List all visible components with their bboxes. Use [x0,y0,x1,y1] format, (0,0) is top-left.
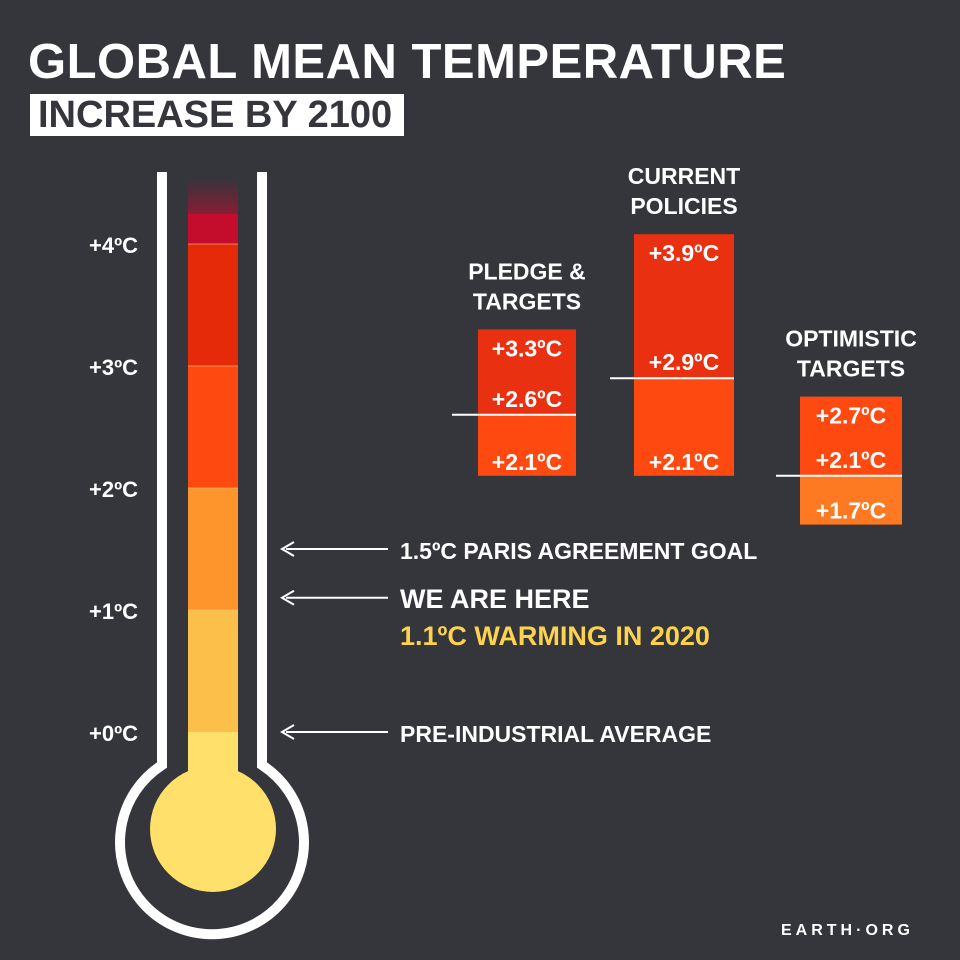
scenario-name: OPTIMISTIC [785,326,917,352]
scenario-low-label: +1.7ºC [816,498,886,524]
y-tick-label: +1ºC [89,599,138,624]
thermometer-outline [115,172,309,940]
thermometer-band [188,244,238,366]
scenario-high-label: +2.7ºC [816,403,886,429]
scenario-bar-lower [800,475,902,525]
thermometer-band [188,610,238,732]
annotation-label: 1.5ºC PARIS AGREEMENT GOAL [400,538,757,564]
scenario-name: POLICIES [630,193,737,219]
scenario-mid-label: +2.6ºC [492,386,562,412]
chart-subtitle: INCREASE BY 2100 [30,94,405,136]
y-tick-label: +2ºC [89,477,138,502]
y-tick-label: +3ºC [89,355,138,380]
chart-title: GLOBAL MEAN TEMPERATURE [28,35,787,89]
scenario-high-label: +3.3ºC [492,335,562,361]
scenario-bar-lower [478,414,576,476]
scenario-bar-upper [478,329,576,415]
scenario-mid-label: +2.9ºC [649,349,719,375]
annotation-arrowhead [280,724,295,740]
scenario-mid-label: +2.1ºC [816,447,886,473]
scenario-bar-upper [800,396,902,476]
scenario-high-label: +3.9ºC [649,240,719,266]
y-tick-label: +4ºC [89,233,138,258]
annotation-label: WE ARE HERE [400,584,590,614]
earth-org-logo: EARTH·ORG [781,922,914,939]
thermometer-band [188,366,238,488]
annotation-sublabel: 1.1ºC WARMING IN 2020 [400,621,710,651]
scenario-bar-lower [634,378,734,476]
thermometer-band [188,488,238,610]
scenario-name: TARGETS [797,356,905,382]
scenario-name: PLEDGE & [468,258,586,284]
annotation-label: PRE-INDUSTRIAL AVERAGE [400,721,711,747]
annotation-arrowhead [280,589,295,606]
scenario-name: TARGETS [473,288,581,314]
scenario-low-label: +2.1ºC [649,449,719,475]
scenario-bar-upper [634,234,734,379]
scenario-name: CURRENT [628,163,740,189]
annotation-arrowhead [280,541,295,557]
thermometer-top [188,214,238,245]
thermometer-bulb [150,766,276,892]
y-tick-label: +0ºC [89,721,138,746]
scenario-low-label: +2.1ºC [492,449,562,475]
